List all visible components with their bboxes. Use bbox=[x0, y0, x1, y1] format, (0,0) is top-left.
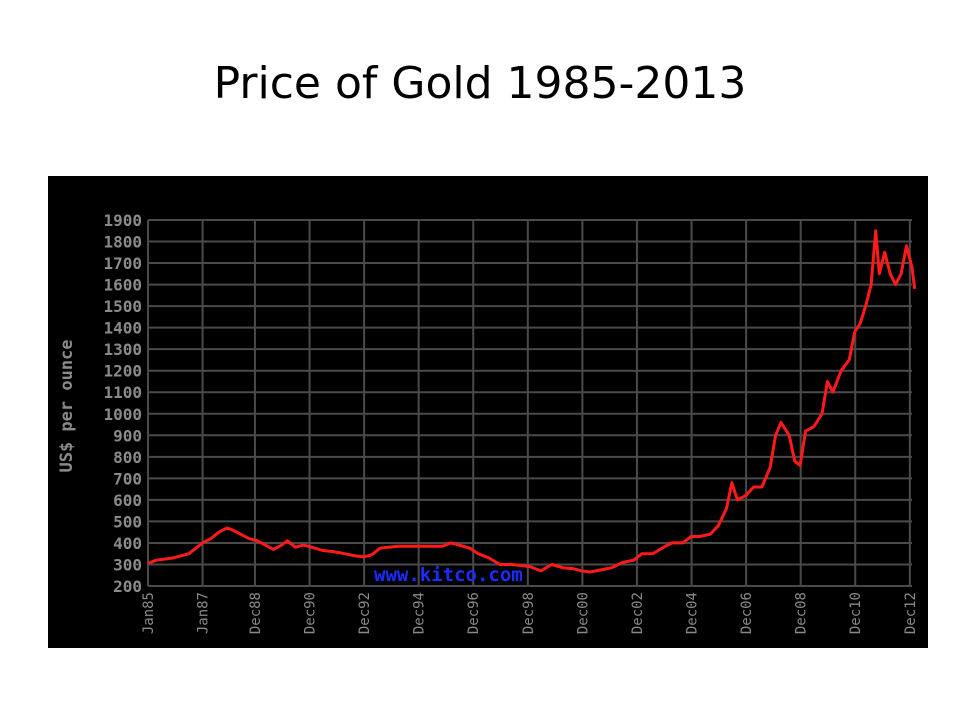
y-tick-label: 200 bbox=[113, 577, 142, 596]
y-tick-label: 600 bbox=[113, 491, 142, 510]
watermark-text: www.kitco.com bbox=[374, 564, 523, 586]
y-tick-label: 1300 bbox=[103, 340, 142, 359]
x-tick-label: Dec08 bbox=[794, 592, 810, 634]
x-tick-label: Dec12 bbox=[903, 592, 919, 634]
x-tick-label: Dec98 bbox=[521, 592, 537, 634]
y-tick-label: 1500 bbox=[103, 297, 142, 316]
y-tick-label: 1800 bbox=[103, 233, 142, 252]
y-tick-label: 1600 bbox=[103, 276, 142, 295]
y-tick-label: 700 bbox=[113, 469, 142, 488]
x-tick-label: Jan87 bbox=[196, 592, 212, 634]
x-tick-label: Dec04 bbox=[685, 592, 701, 634]
x-tick-label: Dec96 bbox=[466, 592, 482, 634]
y-tick-label: 400 bbox=[113, 534, 142, 553]
y-tick-label: 500 bbox=[113, 512, 142, 531]
x-tick-labels: Jan85 Jan87 Dec88 Dec90 Dec92 Dec94 Dec96 Dec98… bbox=[141, 592, 919, 634]
x-tick-label: Dec88 bbox=[248, 592, 264, 634]
y-tick-labels: 200 300 400 500 600 700 800 900 1000 1100 1200 1300… bbox=[103, 211, 142, 596]
x-tick-label: Dec92 bbox=[357, 592, 373, 634]
chart-svg: 200 300 400 500 600 700 800 900 1000 1100 1200 1300… bbox=[57, 211, 919, 634]
slide-title: Price of Gold 1985-2013 bbox=[213, 58, 747, 109]
price-series bbox=[147, 229, 917, 574]
y-tick-label: 1900 bbox=[103, 211, 142, 230]
x-tick-label: Dec94 bbox=[412, 592, 428, 634]
y-tick-label: 900 bbox=[113, 426, 142, 445]
y-tick-label: 1100 bbox=[103, 383, 142, 402]
y-tick-label: 1700 bbox=[103, 254, 142, 273]
x-tick-label: Jan85 bbox=[141, 592, 157, 634]
y-tick-label: 800 bbox=[113, 448, 142, 467]
series-line bbox=[147, 229, 917, 574]
y-tick-label: 1200 bbox=[103, 362, 142, 381]
x-tick-label: Dec10 bbox=[848, 592, 864, 634]
gold-price-chart: 200 300 400 500 600 700 800 900 1000 1100 1200 1300… bbox=[48, 176, 928, 648]
y-axis-label: US$ per ounce bbox=[57, 339, 77, 472]
grid-lines bbox=[147, 219, 912, 587]
x-tick-label: Dec90 bbox=[303, 592, 319, 634]
x-tick-label: Dec00 bbox=[575, 592, 591, 634]
x-tick-label: Dec02 bbox=[630, 592, 646, 634]
y-tick-label: 1400 bbox=[103, 319, 142, 338]
x-tick-label: Dec06 bbox=[739, 592, 755, 634]
y-tick-label: 300 bbox=[113, 555, 142, 574]
y-tick-label: 1000 bbox=[103, 405, 142, 424]
